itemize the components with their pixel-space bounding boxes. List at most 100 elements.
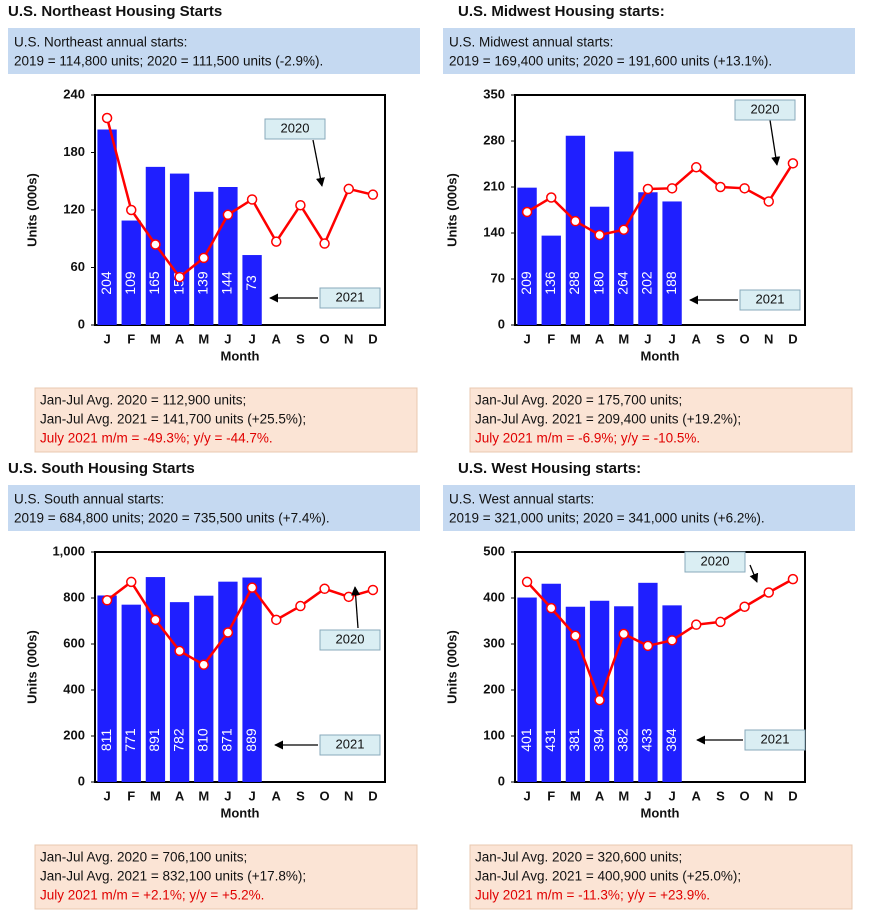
line-marker — [222, 209, 234, 221]
avg-note-line: Jan-Jul Avg. 2020 = 706,100 units; — [40, 850, 247, 865]
legend-label: 2021 — [336, 736, 365, 751]
line — [105, 117, 374, 279]
x-tick-label: M — [198, 331, 209, 346]
x-axis-label: Month — [641, 805, 680, 820]
x-tick-label: N — [344, 788, 353, 803]
avg-note-line: July 2021 m/m = -49.3%; y/y = -44.7%. — [40, 431, 273, 446]
bar — [565, 135, 586, 325]
bar-value-label: 394 — [590, 728, 606, 752]
line-marker — [691, 619, 702, 630]
bar — [97, 595, 117, 782]
y-tick-label: 280 — [483, 132, 505, 147]
bar-value-label: 188 — [663, 271, 679, 295]
x-tick-label: F — [127, 331, 135, 346]
legend-box — [319, 629, 381, 651]
bar-value-label: 381 — [566, 728, 582, 752]
bar-value-label: 288 — [566, 271, 582, 295]
bar-value-label: 891 — [146, 728, 162, 752]
legend-label: 2021 — [756, 291, 785, 306]
x-tick-label: O — [740, 331, 750, 346]
bar — [218, 187, 238, 325]
legend-box — [684, 551, 746, 573]
annual-note-line: 2019 = 684,800 units; 2020 = 735,500 uni… — [14, 511, 330, 526]
line-marker — [691, 162, 702, 173]
bar-value-label: 136 — [542, 271, 558, 295]
line-marker — [618, 628, 629, 640]
x-tick-label: F — [547, 331, 555, 346]
avg-note-box — [34, 844, 418, 910]
y-axis-label: Units (000s) — [444, 173, 459, 247]
line-marker — [763, 196, 774, 207]
legend-box — [264, 118, 326, 140]
x-tick-label: A — [272, 788, 282, 803]
line-marker — [367, 189, 379, 200]
x-tick-label: F — [547, 788, 555, 803]
line-marker — [570, 630, 581, 641]
avg-note-line: Jan-Jul Avg. 2020 = 320,600 units; — [475, 850, 682, 865]
y-tick-label: 60 — [71, 259, 85, 274]
line-marker — [150, 239, 161, 250]
x-tick-label: N — [764, 331, 773, 346]
bar-value-label: 264 — [614, 271, 630, 295]
chart-title: U.S. Northeast Housing Starts — [8, 3, 222, 20]
bar-value-label: 202 — [639, 271, 655, 295]
line-marker — [666, 635, 678, 646]
y-tick-label: 0 — [498, 773, 505, 788]
bar-value-label: 73 — [243, 275, 259, 291]
bar-value-label: 144 — [219, 271, 235, 295]
bar — [145, 577, 166, 782]
y-tick-label: 200 — [483, 681, 505, 696]
x-tick-label: S — [716, 331, 725, 346]
annual-note-box — [8, 28, 420, 74]
line-marker — [295, 600, 306, 612]
avg-note-line: Jan-Jul Avg. 2021 = 400,900 units (+25.0… — [475, 869, 741, 884]
line-marker — [295, 199, 306, 211]
x-tick-label: S — [296, 788, 305, 803]
bar — [662, 605, 682, 782]
y-tick-label: 500 — [483, 543, 505, 558]
legend-label: 2020 — [336, 631, 365, 646]
line-marker — [246, 194, 258, 205]
y-tick-label: 350 — [483, 86, 505, 101]
avg-note-line: Jan-Jul Avg. 2021 = 141,700 units (+25.5… — [40, 412, 306, 427]
chart-panel: U.S. South Housing Starts U.S. South annu… — [8, 460, 420, 910]
bar — [242, 255, 262, 325]
y-tick-label: 120 — [63, 201, 85, 216]
annual-note-line: 2019 = 114,800 units; 2020 = 111,500 uni… — [14, 54, 323, 69]
plot-area — [94, 94, 386, 326]
chart-title: U.S. Midwest Housing starts: — [458, 3, 665, 20]
x-axis-label: Month — [641, 348, 680, 363]
y-axis-label: Units (000s) — [24, 173, 39, 247]
avg-note-box — [34, 387, 418, 453]
line-marker — [618, 224, 629, 235]
x-tick-label: J — [224, 788, 231, 803]
plot-area — [94, 551, 386, 783]
y-tick-label: 400 — [63, 681, 85, 696]
line-marker — [126, 204, 137, 216]
line-marker — [271, 614, 282, 626]
bar-value-label: 810 — [194, 728, 210, 752]
y-tick-label: 200 — [63, 727, 85, 742]
avg-note-box — [469, 844, 853, 910]
line-marker — [715, 616, 726, 628]
bar-value-label: 782 — [170, 728, 186, 752]
bar — [589, 600, 610, 782]
x-tick-label: O — [320, 788, 330, 803]
x-tick-label: M — [150, 788, 161, 803]
bar — [121, 604, 141, 782]
bar — [662, 201, 682, 325]
x-tick-label: D — [788, 331, 797, 346]
bar — [589, 206, 610, 325]
line-marker — [521, 206, 533, 218]
bar — [242, 577, 262, 782]
line-marker — [546, 602, 557, 614]
bar-value-label: 165 — [146, 271, 162, 295]
x-axis-label: Month — [221, 348, 260, 363]
line-marker — [198, 252, 209, 264]
x-tick-label: D — [368, 331, 377, 346]
line-marker — [521, 576, 533, 588]
line-marker — [271, 236, 282, 247]
x-tick-label: M — [150, 331, 161, 346]
bar — [517, 187, 537, 325]
